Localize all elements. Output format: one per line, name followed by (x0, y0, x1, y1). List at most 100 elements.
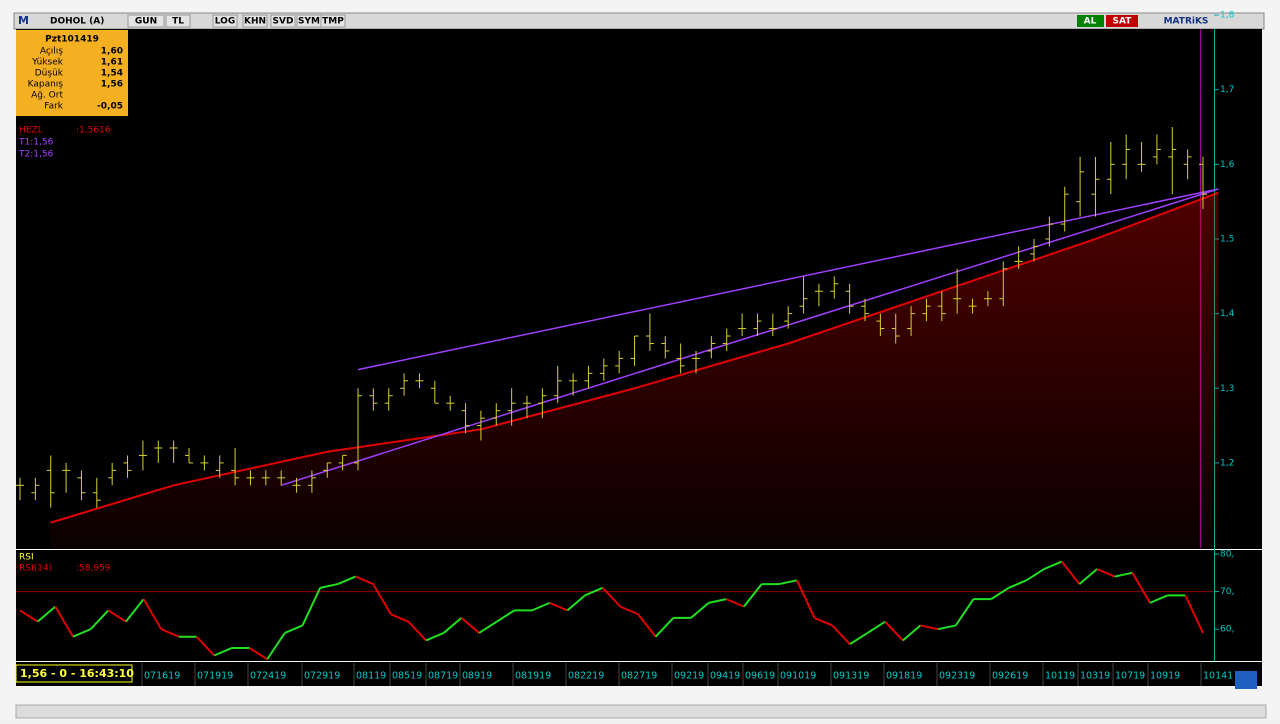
toolbar-button-label[interactable]: TMP (322, 17, 344, 27)
rsi-segment (54, 606, 74, 638)
y-tick-label: 80, (1220, 550, 1234, 560)
date-label: 10119 (1045, 671, 1075, 682)
date-label: 072419 (250, 671, 286, 682)
rsi-segment (814, 616, 833, 627)
toolbar-button-label[interactable]: KHN (244, 17, 266, 27)
rsi-segment (355, 575, 374, 585)
buy-label[interactable]: AL (1084, 17, 1097, 27)
y-tick-label: 60, (1220, 625, 1234, 635)
toolbar-button-label[interactable]: SVD (273, 17, 294, 27)
info-value: 1,61 (101, 58, 123, 68)
rsi-segment (1131, 572, 1151, 604)
rsi-segment (866, 620, 886, 634)
rsi-segment (460, 617, 480, 634)
date-label: 092319 (939, 671, 975, 682)
y-tick-label: 1,2 (1220, 458, 1234, 468)
rsi-segment (213, 647, 233, 657)
rsi-segment (248, 647, 268, 661)
date-label: 09619 (745, 671, 775, 682)
legend-entry: T2:1,56 (18, 150, 54, 160)
toolbar-button-label[interactable]: SYM (298, 17, 320, 27)
rsi-segment (779, 579, 798, 586)
rsi-legend: RSI(14) (19, 564, 52, 574)
date-label: 091819 (886, 671, 922, 682)
date-label: 091319 (833, 671, 869, 682)
info-title: Pzt101419 (45, 35, 99, 45)
rsi-segment (1114, 571, 1133, 578)
scrollbar[interactable] (15, 704, 1267, 719)
indicator-line (357, 188, 1219, 371)
date-label: 10719 (1115, 671, 1145, 682)
status-box (15, 664, 133, 683)
rsi-segment (1025, 568, 1045, 582)
rsi-segment (337, 575, 356, 585)
rsi-segment (425, 632, 445, 642)
date-label: 10141 (1203, 671, 1233, 682)
y-tick-label: 1,4 (1220, 309, 1235, 319)
toolbar-button[interactable] (242, 14, 268, 28)
rsi-segment (831, 624, 851, 645)
date-label: 072919 (304, 671, 340, 682)
rsi-segment (195, 636, 215, 657)
legend-entry: HEZL (19, 126, 43, 136)
date-label: 092619 (992, 671, 1028, 682)
rsi-segment (1008, 579, 1027, 589)
rsi-segment (142, 598, 163, 630)
symbol[interactable]: DOHOL (A) (50, 17, 104, 27)
rsi-segment (37, 605, 56, 623)
sell-label[interactable]: SAT (1113, 17, 1133, 27)
rsi-segment (743, 583, 763, 608)
rsi-segment (920, 624, 939, 631)
legend-readout: :1,5616 (76, 126, 111, 136)
rsi-segment (1060, 560, 1081, 585)
date-label: 08119 (356, 671, 386, 682)
rsi-segment (390, 613, 409, 623)
rsi-segment (549, 601, 568, 612)
toolbar-button-label[interactable]: GUN (135, 17, 157, 27)
date-label: 082719 (621, 671, 657, 682)
rsi-readout: :58,959 (76, 564, 111, 574)
toolbar-button[interactable] (320, 14, 346, 28)
y-tick-label: 70, (1220, 587, 1234, 597)
date-label: 10319 (1080, 671, 1110, 682)
rsi-segment (795, 579, 816, 619)
rsi-segment (584, 586, 604, 597)
toolbar-button[interactable] (165, 14, 191, 28)
toolbar-button-label[interactable]: LOG (215, 17, 235, 27)
info-panel (16, 30, 128, 116)
sell-button[interactable] (1106, 15, 1138, 27)
rsi-segment (107, 609, 127, 623)
brand: MATRiKS (1164, 17, 1209, 27)
toolbar-button[interactable] (270, 14, 296, 28)
date-label: 091019 (780, 671, 816, 682)
rsi-segment (19, 609, 39, 623)
info-label: Kapanış (28, 80, 64, 90)
rsi-segment (690, 602, 710, 619)
toolbar-button[interactable] (212, 14, 238, 28)
toolbar-button-label[interactable]: TL (172, 17, 184, 27)
info-value: 1,54 (101, 69, 123, 79)
rsi-segment (725, 598, 745, 608)
rsi-segment (566, 594, 586, 612)
rsi-segment (72, 628, 92, 638)
rsi-segment (849, 632, 869, 646)
rsi-segment (884, 620, 904, 642)
info-label: Fark (44, 102, 64, 112)
rsi-segment (496, 609, 515, 623)
rsi-segment (407, 620, 427, 642)
info-value: 1,56 (101, 80, 123, 90)
rsi-segment (319, 583, 339, 589)
rsi-segment (443, 617, 463, 634)
rsi-pane (16, 550, 1262, 661)
refresh-icon[interactable] (1235, 671, 1257, 689)
date-strip (16, 662, 1262, 686)
toolbar-button[interactable] (127, 14, 165, 28)
date-label: 081919 (515, 671, 551, 682)
toolbar (13, 12, 1265, 30)
date-label: 071619 (144, 671, 180, 682)
y-tick-label: 1,7 (1220, 85, 1234, 95)
rsi-segment (301, 587, 322, 626)
buy-button[interactable] (1077, 15, 1104, 27)
